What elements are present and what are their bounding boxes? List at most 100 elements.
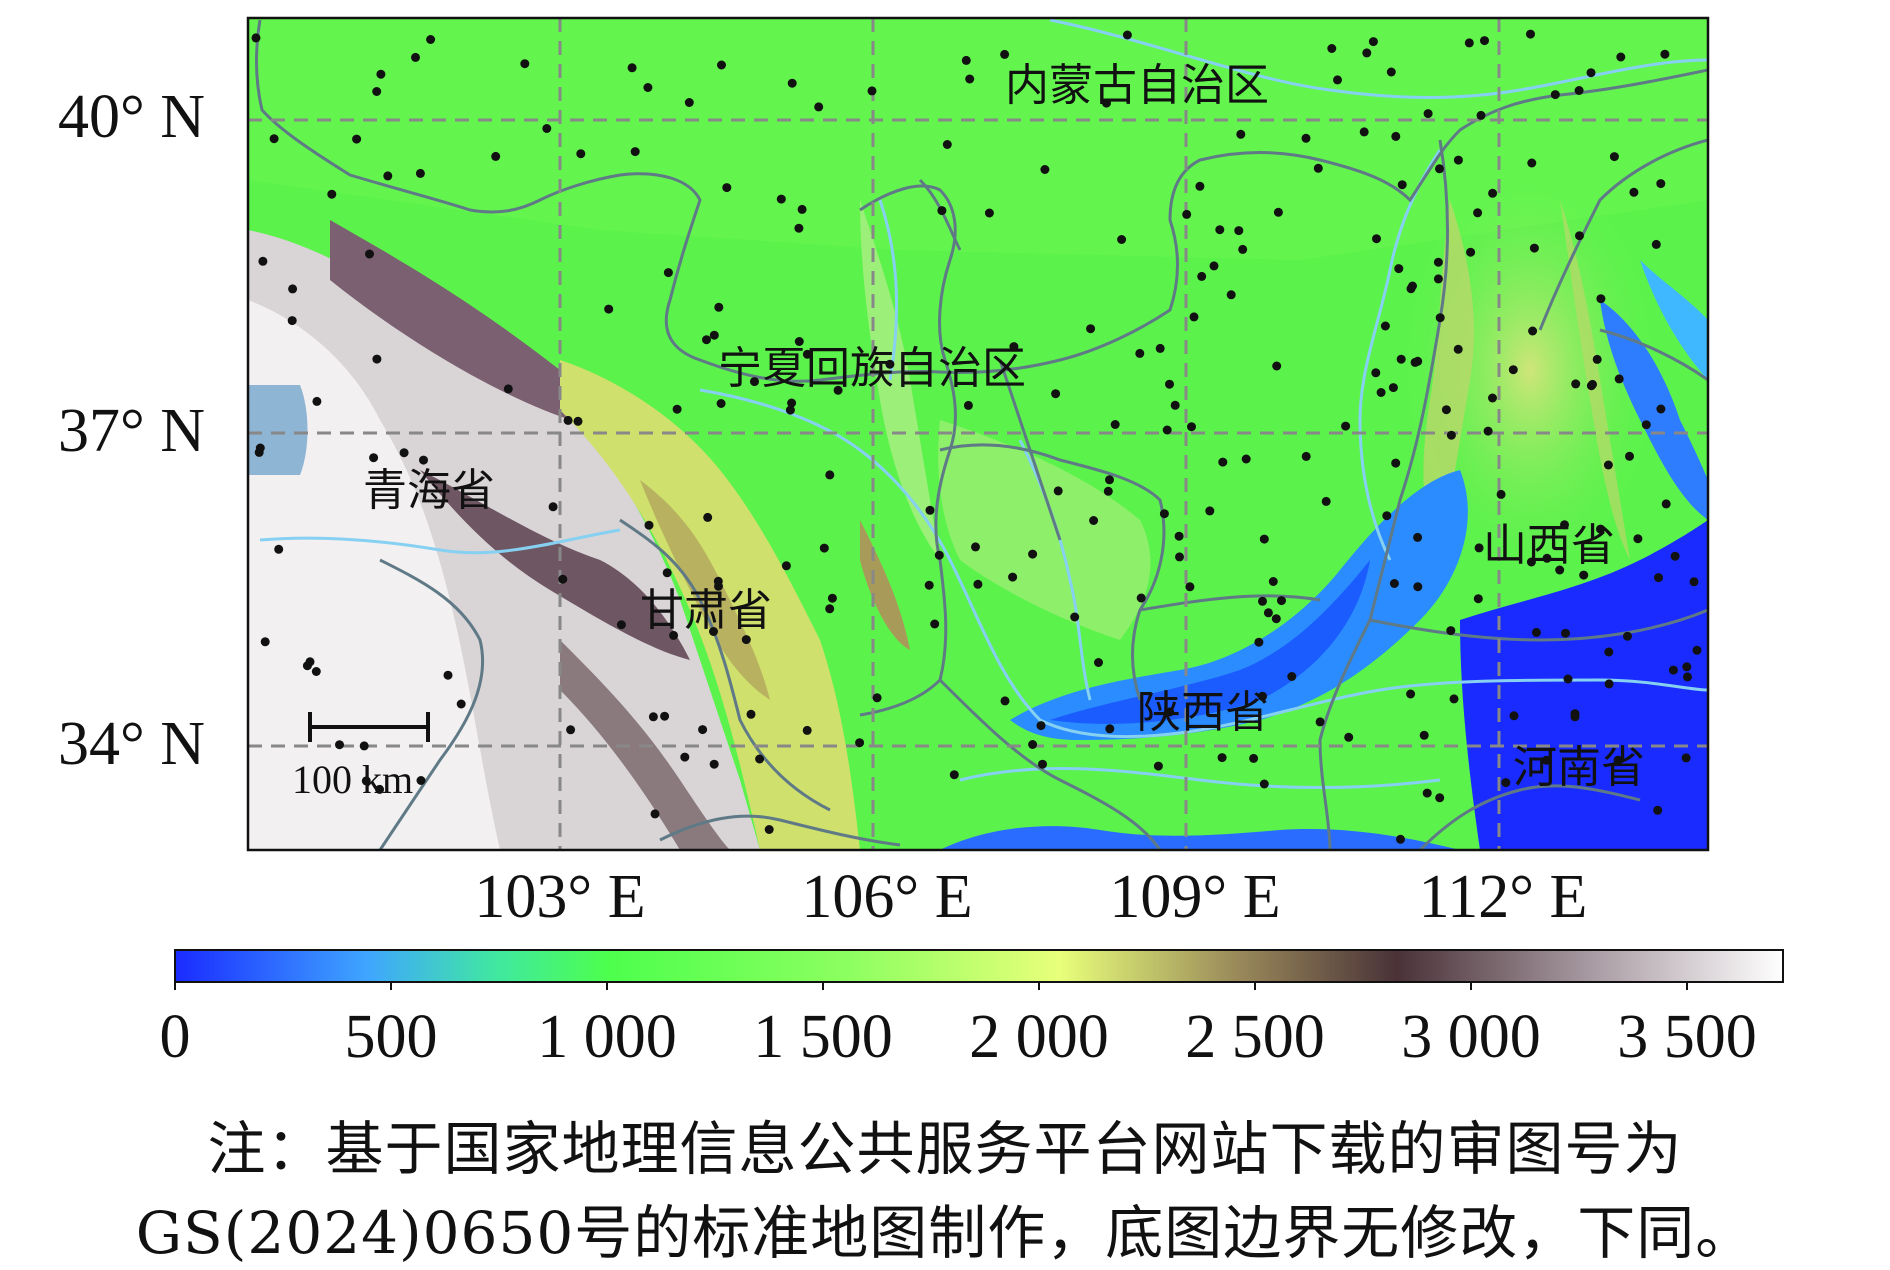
lat-label-34: 34° N: [58, 710, 206, 778]
station-dot: [1089, 516, 1099, 525]
station-dot: [1174, 531, 1184, 541]
station-dot: [1413, 532, 1423, 542]
station-dot: [1480, 36, 1489, 46]
station-dot: [1654, 573, 1663, 583]
note-line-1: 注：基于国家地理信息公共服务平台网站下载的审图号为: [207, 1115, 1683, 1183]
station-dot: [1301, 133, 1311, 143]
station-dot: [1038, 759, 1047, 769]
station-dot: [1473, 594, 1483, 604]
station-dot: [419, 455, 428, 465]
label-henan: 河南省: [1513, 742, 1645, 793]
station-dot: [361, 776, 371, 786]
station-dot: [1526, 29, 1535, 39]
station-dot: [934, 550, 944, 560]
station-dot: [1563, 674, 1573, 684]
station-dot: [1670, 551, 1680, 561]
station-dot: [1433, 257, 1443, 267]
station-dot: [1368, 37, 1378, 47]
station-dots: [251, 29, 1702, 844]
station-dot: [1254, 637, 1264, 647]
station-dot: [1327, 44, 1337, 53]
station-dot: [1159, 509, 1169, 519]
lon-label-106: 106° E: [801, 863, 973, 931]
station-dot: [1396, 834, 1405, 844]
station-dot: [1613, 755, 1623, 765]
station-dot: [1376, 388, 1386, 397]
station-dot: [924, 580, 934, 590]
station-dot: [1263, 608, 1273, 618]
station-dot: [1249, 753, 1259, 763]
station-dot: [1596, 294, 1606, 304]
station-dot: [1542, 553, 1552, 563]
station-dot: [755, 754, 765, 764]
station-dot: [643, 83, 653, 92]
station-dot: [1259, 534, 1269, 544]
station-dot: [1446, 430, 1456, 440]
station-dot: [1301, 451, 1311, 461]
station-dot: [709, 330, 719, 340]
station-dot: [1226, 290, 1236, 300]
station-dot: [520, 59, 530, 69]
station-dot: [648, 712, 658, 722]
station-dot: [1394, 264, 1404, 274]
station-dot: [662, 568, 672, 578]
station-dot: [1103, 486, 1113, 496]
station-dot: [1579, 570, 1589, 580]
station-dot: [785, 405, 795, 415]
station-dot: [750, 377, 759, 387]
colorbar-label-2500: 2 500: [1185, 1003, 1325, 1071]
station-dot: [1396, 354, 1406, 364]
station-dot: [365, 249, 374, 259]
station-dot: [937, 206, 947, 216]
station-dot: [942, 140, 952, 149]
station-dot: [1422, 788, 1432, 798]
station-dot: [1629, 187, 1639, 197]
station-dot: [1036, 721, 1046, 731]
station-dot: [1570, 712, 1580, 722]
station-dot: [1682, 662, 1692, 672]
station-dot: [650, 809, 660, 819]
station-dot: [1453, 344, 1463, 354]
station-dot: [1382, 511, 1392, 521]
station-dot: [1508, 365, 1518, 375]
label-shaanxi: 陕西省: [1137, 687, 1269, 738]
station-dot: [1175, 552, 1184, 562]
station-dot: [1241, 454, 1251, 464]
station-dot: [680, 752, 690, 762]
station-dot: [1195, 181, 1205, 191]
colorbar-label-0: 0: [159, 1003, 191, 1071]
station-dot: [973, 579, 983, 589]
station-dot: [1614, 374, 1624, 384]
station-dot: [1660, 49, 1670, 59]
station-dot: [1592, 354, 1602, 364]
station-dot: [1333, 75, 1342, 85]
station-dot: [1625, 451, 1634, 461]
station-dot: [1408, 281, 1417, 291]
station-dot: [1641, 420, 1651, 430]
station-dot: [369, 453, 379, 463]
station-dot: [1586, 68, 1596, 78]
station-dot: [1170, 400, 1180, 410]
station-dot: [1609, 152, 1619, 162]
station-dot: [1441, 405, 1451, 415]
station-dot: [872, 693, 882, 703]
station-dot: [1165, 379, 1174, 389]
station-dot: [925, 505, 935, 515]
station-dot: [576, 149, 586, 159]
station-dot: [558, 574, 568, 584]
station-dot: [1633, 534, 1643, 544]
station-dot: [1435, 164, 1444, 174]
station-dot: [984, 208, 994, 218]
station-dot: [503, 384, 513, 394]
station-dot: [287, 316, 297, 326]
colorbar: [174, 949, 1784, 983]
station-dot: [302, 661, 312, 671]
station-dot: [741, 635, 751, 645]
note-line-2: GS(2024)0650号的标准地图制作，底图边界无修改，下同。: [135, 1199, 1755, 1267]
station-dot: [1488, 188, 1498, 198]
station-dot: [375, 784, 385, 794]
station-dot: [1122, 30, 1132, 40]
station-dot: [1008, 572, 1018, 582]
station-dot: [1391, 458, 1401, 468]
